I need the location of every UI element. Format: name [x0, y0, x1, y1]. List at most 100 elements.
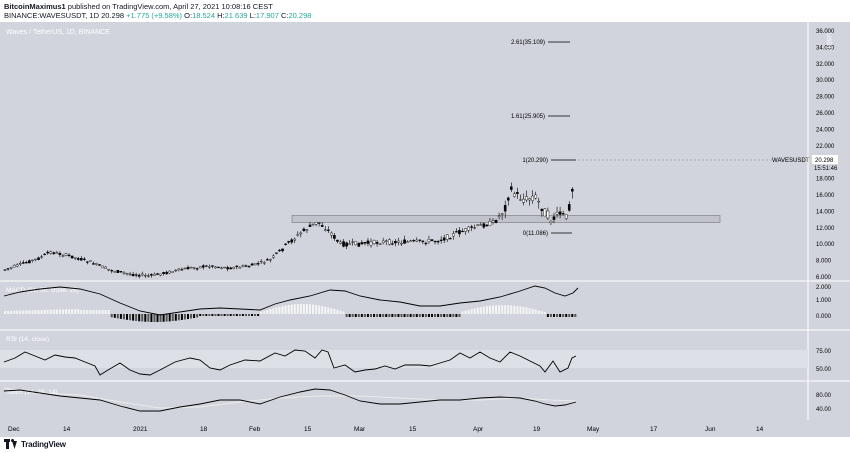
macd-bar: [110, 314, 113, 318]
macd-bar: [290, 304, 293, 314]
macd-bar: [95, 310, 98, 314]
price-tick: 8.000: [816, 259, 832, 265]
chart-title: Waves / TetherUS, 1D, BINANCE: [6, 29, 110, 36]
author-name[interactable]: BitcoinMaximus1: [4, 2, 66, 11]
macd-bar: [141, 314, 144, 322]
candle-body: [427, 239, 431, 242]
candle-body: [336, 239, 339, 242]
time-axis[interactable]: [0, 420, 850, 437]
candle-body: [348, 243, 351, 245]
macd-bar: [495, 305, 498, 314]
tradingview-logo[interactable]: TradingView: [4, 439, 66, 449]
currency-label: USDT: [825, 33, 831, 50]
time-tick: 15: [304, 426, 312, 433]
macd-bar: [312, 304, 315, 314]
macd-bar: [113, 314, 116, 318]
macd-bar: [412, 314, 415, 317]
macd-bar: [299, 304, 302, 314]
candle-body: [555, 211, 559, 215]
fib-label-261: 2.61(35.109): [511, 40, 545, 46]
macd-bar: [531, 308, 534, 314]
candle-body: [259, 260, 263, 263]
high-value: 21.639: [224, 11, 248, 20]
time-tick: 14: [756, 426, 764, 433]
macd-bar: [52, 309, 55, 314]
candle-body: [564, 214, 568, 219]
candle-body: [31, 259, 34, 262]
candle-body: [128, 273, 132, 276]
macd-bar: [101, 310, 104, 314]
candle-body: [519, 199, 522, 201]
candle-body: [540, 208, 544, 211]
candle-body: [567, 204, 571, 211]
candle-body: [156, 273, 159, 275]
candle-body: [122, 272, 126, 274]
footer: TradingView: [0, 437, 850, 453]
candle-body: [269, 259, 272, 261]
candle-body: [571, 188, 574, 192]
macd-bar: [4, 310, 6, 314]
macd-bar: [199, 314, 202, 316]
candle-body: [52, 252, 56, 254]
candle-body: [18, 263, 22, 265]
macd-bar: [43, 309, 46, 314]
candle-body: [439, 239, 443, 241]
price-pane[interactable]: [0, 22, 808, 280]
time-tick: 2021: [133, 426, 148, 433]
candle-body: [86, 261, 89, 263]
candle-body: [510, 186, 513, 190]
candle-body: [217, 266, 220, 269]
candle-body: [500, 213, 504, 215]
chart-area[interactable]: Waves / TetherUS, 1D, BINANCE 36.000 34.0…: [0, 22, 850, 453]
publish-info: BitcoinMaximus1 published on TradingView…: [4, 2, 273, 11]
macd-bar: [382, 314, 385, 317]
macd-bar: [559, 314, 562, 317]
candle-body: [455, 231, 458, 233]
macd-bar: [400, 314, 403, 317]
candle-body: [375, 242, 379, 244]
candle-body: [220, 267, 223, 269]
candle-body: [9, 267, 13, 269]
macd-bar: [183, 314, 186, 320]
candle-body: [320, 225, 324, 227]
macd-bar: [431, 314, 433, 317]
candle-body: [143, 275, 147, 277]
candlestick-series[interactable]: [3, 182, 574, 279]
candle-body: [470, 226, 473, 228]
macd-bar: [562, 314, 565, 317]
candle-body: [147, 275, 150, 277]
macd-bar: [13, 310, 16, 314]
macd-bar: [348, 314, 351, 317]
candle-body: [116, 270, 120, 273]
macd-bar: [385, 314, 388, 317]
macd-bar: [464, 310, 467, 314]
candle-body: [73, 257, 77, 259]
macd-bar: [513, 305, 516, 314]
candle-body: [238, 267, 242, 269]
macd-bar: [187, 314, 189, 320]
macd-bar: [546, 314, 549, 317]
candle-body: [406, 241, 409, 243]
candle-body: [226, 267, 229, 270]
open-label: O:: [184, 11, 193, 20]
candle-body: [104, 266, 107, 269]
candle-body: [388, 239, 391, 245]
time-tick: Feb: [249, 426, 261, 433]
stoch-k-line: [3, 388, 577, 412]
fib-label-161: 1.61(25.905): [511, 114, 545, 120]
macd-bar: [449, 314, 452, 317]
macd-bar: [324, 306, 327, 314]
candle-body: [302, 228, 306, 232]
candle-body: [192, 267, 196, 269]
macd-bar: [376, 314, 379, 317]
candle-body: [89, 260, 92, 262]
candle-body: [394, 241, 397, 244]
candle-body: [549, 220, 553, 224]
support-zone[interactable]: [291, 215, 721, 223]
macd-bar: [309, 304, 311, 314]
candle-body: [503, 205, 507, 212]
chart-svg[interactable]: Waves / TetherUS, 1D, BINANCE 36.000 34.0…: [0, 22, 850, 437]
candle-body: [153, 273, 156, 276]
macd-bar: [49, 309, 52, 314]
macd-bar: [345, 314, 348, 317]
